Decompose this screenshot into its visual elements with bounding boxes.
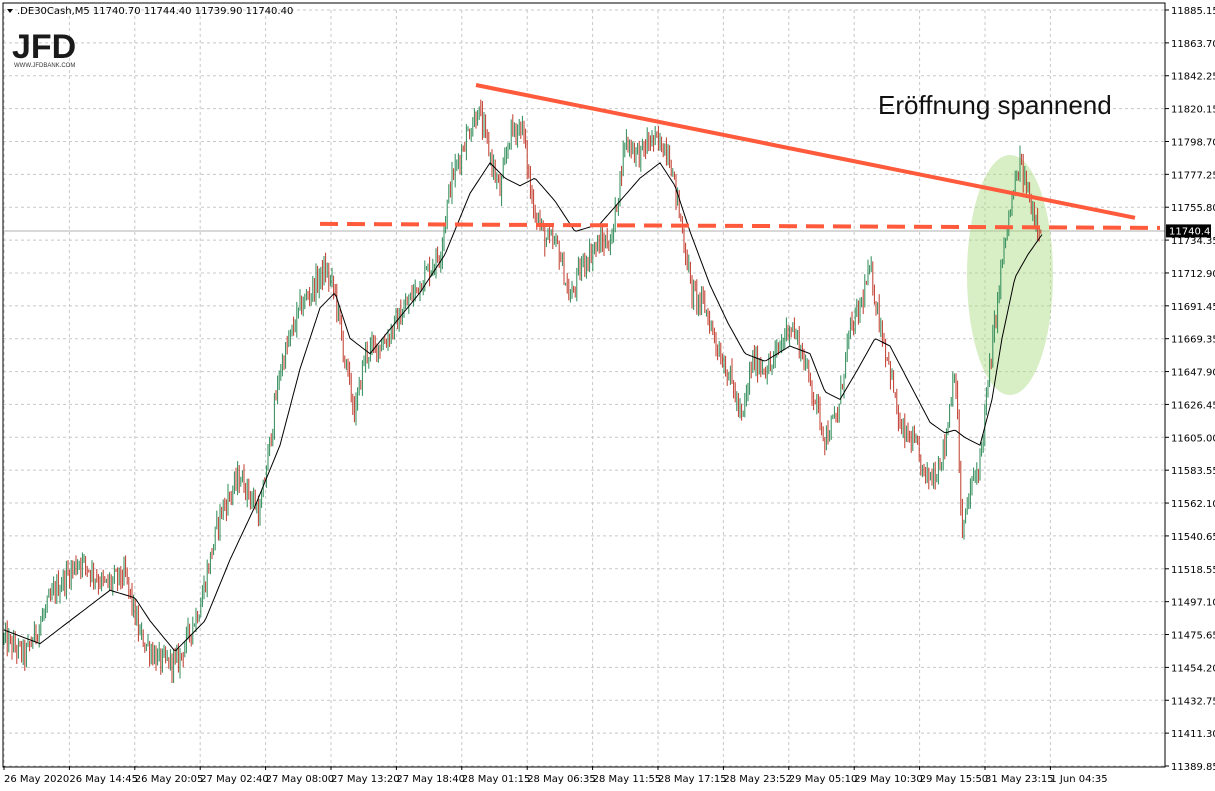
y-tick-label: 11691.45 [1171,302,1215,313]
x-tick-label: 27 May 13:20 [331,774,400,785]
x-tick-label: 28 May 11:55 [593,774,662,785]
current-price-label: 11740.40 [1166,224,1215,238]
y-tick-label: 11389.85 [1171,762,1215,773]
x-tick-label: 27 May 08:00 [266,774,335,785]
y-tick-label: 11885.15 [1171,6,1215,17]
x-tick-label: 28 May 17:15 [658,774,727,785]
y-tick-label: 11777.25 [1171,170,1215,181]
x-tick-label: 26 May 2020 [4,774,69,785]
x-tick-label: 29 May 10:30 [854,774,923,785]
y-tick-label: 11626.45 [1171,400,1215,411]
y-tick-label: 11755.80 [1171,203,1215,214]
symbol-header: .DE30Cash,M5 11740.70 11744.40 11739.90 … [17,6,293,17]
y-tick-label: 11798.70 [1171,137,1215,148]
current-price-value: 11740.40 [1169,226,1215,237]
annotation-lines [319,83,1161,230]
moving-average-layer [3,162,1043,651]
x-tick-label: 27 May 02:40 [200,774,269,785]
x-tick-label: 29 May 05:10 [789,774,858,785]
y-tick-label: 11540.65 [1171,532,1215,543]
x-tick-label: 26 May 14:45 [69,774,138,785]
y-tick-label: 11712.90 [1171,269,1215,280]
highlight-layer [967,155,1053,395]
y-axis: 11885.15 11863.70 11842.25 11820.15 11798.70… [1165,6,1215,773]
trend-line [475,83,1136,220]
moving-average-line [3,162,1043,651]
logo-subtext: WWW.JFDBANK.COM [14,63,75,69]
y-tick-label: 11497.10 [1171,598,1215,609]
chart-header: .DE30Cash,M5 11740.70 11744.40 11739.90 … [7,6,293,17]
y-tick-label: 11411.30 [1171,729,1215,740]
x-tick-label: 28 May 01:15 [462,774,531,785]
current-price-box [1166,224,1211,238]
dropdown-triangle-icon[interactable] [7,9,13,13]
y-tick-label: 11734.35 [1171,236,1215,247]
logo-text: JFD [12,28,76,66]
jfd-logo: JFD WWW.JFDBANK.COM [12,28,76,69]
chart-grid [3,9,1165,767]
y-tick-label: 11432.75 [1171,696,1215,707]
y-tick-label: 11820.15 [1171,105,1215,116]
support-line [319,221,1161,230]
x-tick-label: 31 May 23:15 [985,774,1054,785]
y-tick-label: 11669.35 [1171,335,1215,346]
x-tick-label: 26 May 20:05 [135,774,204,785]
y-tick-label: 11518.55 [1171,565,1215,576]
y-tick-label: 11863.70 [1171,39,1215,50]
y-tick-label: 11454.20 [1171,663,1215,674]
annotation-text: Eröffnung spannend [878,90,1112,120]
y-tick-label: 11475.65 [1171,631,1215,642]
candles [3,99,1042,684]
x-tick-label: 27 May 18:40 [396,774,465,785]
y-tick-label: 11605.00 [1171,433,1215,444]
highlight-ellipse [967,155,1053,395]
y-tick-label: 11583.55 [1171,466,1215,477]
x-tick-label: 1 Jun 04:35 [1050,774,1107,785]
x-tick-label: 28 May 06:35 [527,774,596,785]
y-tick-label: 11647.90 [1171,368,1215,379]
x-tick-label: 28 May 23:52 [723,774,792,785]
y-tick-label: 11562.10 [1171,499,1215,510]
y-tick-label: 11842.25 [1171,72,1215,83]
x-tick-label: 29 May 15:50 [920,774,989,785]
